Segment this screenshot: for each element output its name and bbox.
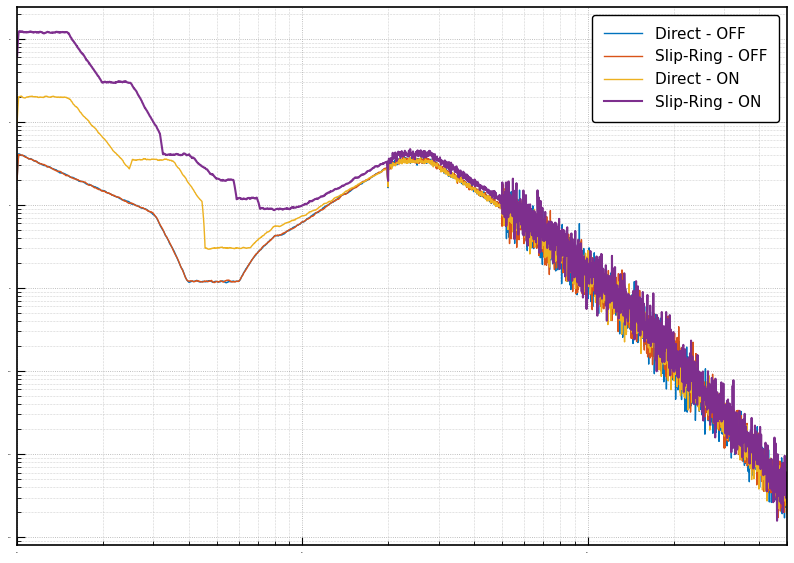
Legend: Direct - OFF, Slip-Ring - OFF, Direct - ON, Slip-Ring - ON: Direct - OFF, Slip-Ring - OFF, Direct - … [592,15,780,122]
Direct - OFF [100,187,110,194]
Slip-Ring - OFF [773,514,783,521]
Line: Slip-Ring - ON: Slip-Ring - ON [17,32,787,521]
Slip-Ring - OFF [768,479,777,485]
Direct - ON [341,188,351,195]
Direct - ON [684,368,694,375]
Slip-Ring - OFF [14,151,24,158]
Slip-Ring - OFF [684,360,694,367]
Line: Direct - OFF: Direct - OFF [17,154,787,518]
Direct - OFF [780,515,789,521]
Slip-Ring - ON [308,197,318,204]
Slip-Ring - ON [782,499,792,506]
Slip-Ring - OFF [146,208,156,215]
Line: Slip-Ring - OFF: Slip-Ring - OFF [17,155,787,517]
Slip-Ring - ON [100,78,110,85]
Direct - OFF [146,209,156,216]
Slip-Ring - ON [146,114,156,121]
Direct - ON [146,156,156,163]
Direct - OFF [308,212,318,218]
Direct - ON [768,471,777,477]
Direct - OFF [684,381,694,388]
Slip-Ring - ON [13,53,22,60]
Slip-Ring - ON [768,487,777,494]
Slip-Ring - ON [15,28,25,35]
Direct - ON [308,208,318,215]
Direct - ON [782,485,792,491]
Line: Direct - ON: Direct - ON [17,96,787,514]
Slip-Ring - OFF [782,480,792,487]
Direct - OFF [341,190,351,197]
Direct - ON [28,93,37,100]
Direct - ON [13,119,22,126]
Slip-Ring - OFF [13,176,22,182]
Slip-Ring - OFF [100,189,110,195]
Direct - OFF [14,150,24,157]
Direct - ON [100,137,110,144]
Slip-Ring - ON [773,517,782,524]
Slip-Ring - OFF [308,213,318,220]
Slip-Ring - ON [684,375,694,382]
Direct - OFF [13,175,22,182]
Direct - ON [782,511,792,517]
Slip-Ring - OFF [341,191,351,198]
Direct - OFF [768,462,777,468]
Direct - OFF [782,473,792,480]
Slip-Ring - ON [341,181,351,187]
